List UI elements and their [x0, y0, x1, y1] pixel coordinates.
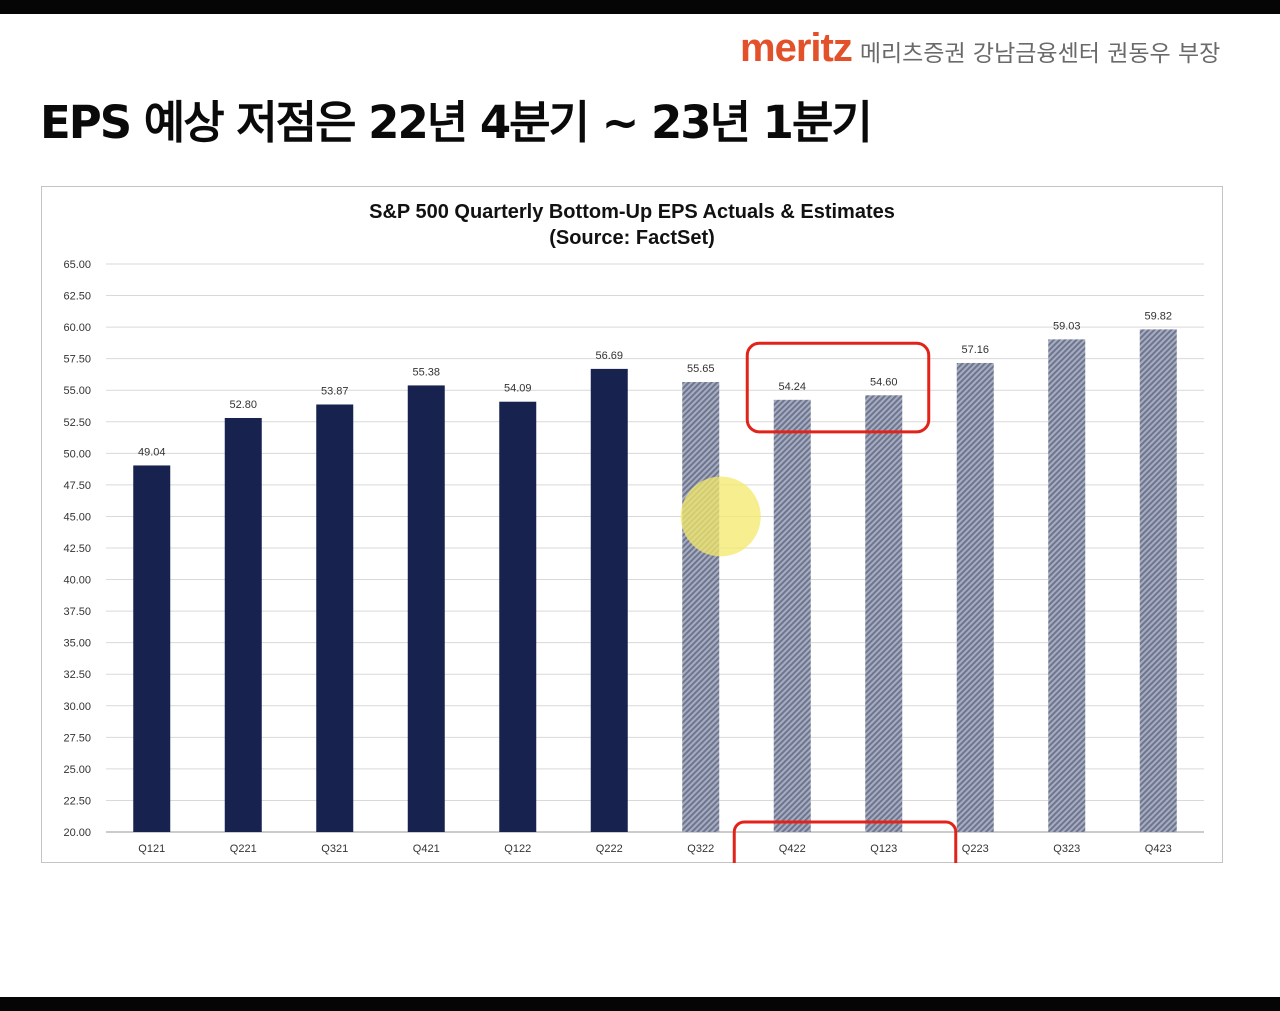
- bar-q323: [1048, 339, 1086, 832]
- slide-title: EPS 예상 저점은 22년 4분기 ~ 23년 1분기: [40, 96, 873, 149]
- data-label-q221: 52.80: [229, 399, 257, 411]
- x-tick-label-q221: Q221: [230, 843, 257, 855]
- bottom-letterbox-bar: [0, 997, 1280, 1011]
- y-tick-label: 32.50: [63, 669, 91, 681]
- x-tick-label-q122: Q122: [504, 843, 531, 855]
- bar-q421: [407, 385, 445, 832]
- x-tick-label-q322: Q322: [687, 843, 714, 855]
- pointer-highlight-circle: [680, 476, 761, 557]
- data-label-q223: 57.16: [961, 344, 989, 356]
- bar-q122: [499, 401, 537, 832]
- x-tick-label-q123: Q123: [870, 843, 897, 855]
- y-tick-label: 47.50: [63, 480, 91, 492]
- x-tick-label-q222: Q222: [596, 843, 623, 855]
- chart-subtitle: (Source: FactSet): [549, 227, 715, 249]
- x-tick-label-q421: Q421: [413, 843, 440, 855]
- bar-q221: [224, 417, 262, 832]
- y-tick-label: 50.00: [63, 448, 91, 460]
- data-label-q222: 56.69: [595, 350, 623, 362]
- x-tick-label-q423: Q423: [1145, 843, 1172, 855]
- y-tick-label: 45.00: [63, 511, 91, 523]
- bar-q121: [133, 465, 171, 832]
- x-tick-label-q121: Q121: [138, 843, 165, 855]
- x-tick-label-q422: Q422: [779, 843, 806, 855]
- bar-q222: [590, 368, 628, 832]
- y-tick-label: 52.50: [63, 417, 91, 429]
- chart-frame: S&P 500 Quarterly Bottom-Up EPS Actuals …: [41, 186, 1223, 876]
- eps-bar-chart: S&P 500 Quarterly Bottom-Up EPS Actuals …: [41, 186, 1223, 876]
- y-tick-label: 30.00: [63, 701, 91, 713]
- chart-border: [41, 186, 1223, 863]
- bar-q223: [956, 362, 994, 832]
- data-label-q423: 59.82: [1144, 310, 1172, 322]
- bar-q321: [316, 404, 354, 832]
- y-tick-label: 22.50: [63, 795, 91, 807]
- y-tick-label: 57.50: [63, 354, 91, 366]
- data-label-q121: 49.04: [138, 446, 166, 458]
- bar-q422: [773, 399, 811, 832]
- y-tick-label: 27.50: [63, 732, 91, 744]
- y-tick-label: 25.00: [63, 764, 91, 776]
- data-label-q422: 54.24: [778, 381, 806, 393]
- y-tick-label: 40.00: [63, 575, 91, 587]
- meritz-logo: meritz: [740, 26, 853, 70]
- bar-q322: [682, 382, 720, 832]
- x-tick-label-q323: Q323: [1053, 843, 1080, 855]
- bar-q423: [1139, 329, 1177, 832]
- brand-subtitle: 메리츠증권 강남금융센터 권동우 부장: [859, 41, 1221, 67]
- y-tick-label: 37.50: [63, 606, 91, 618]
- x-tick-label-q223: Q223: [962, 843, 989, 855]
- y-tick-label: 55.00: [63, 385, 91, 397]
- brand-header: meritz 메리츠증권 강남금융센터 권동우 부장: [740, 26, 1220, 70]
- y-tick-label: 65.00: [63, 259, 91, 271]
- data-label-q322: 55.65: [687, 363, 715, 375]
- y-tick-label: 35.00: [63, 638, 91, 650]
- data-label-q323: 59.03: [1053, 320, 1081, 332]
- y-tick-label: 20.00: [63, 827, 91, 839]
- highlight-box-values: [745, 341, 931, 434]
- data-label-q421: 55.38: [412, 366, 440, 378]
- y-tick-label: 62.50: [63, 291, 91, 303]
- y-tick-label: 60.00: [63, 322, 91, 334]
- top-letterbox-bar: [0, 0, 1280, 14]
- data-label-q123: 54.60: [870, 376, 898, 388]
- data-label-q321: 53.87: [321, 385, 349, 397]
- bar-q123: [865, 395, 903, 832]
- chart-title: S&P 500 Quarterly Bottom-Up EPS Actuals …: [369, 201, 895, 223]
- x-tick-label-q321: Q321: [321, 843, 348, 855]
- data-label-q122: 54.09: [504, 383, 532, 395]
- y-tick-label: 42.50: [63, 543, 91, 555]
